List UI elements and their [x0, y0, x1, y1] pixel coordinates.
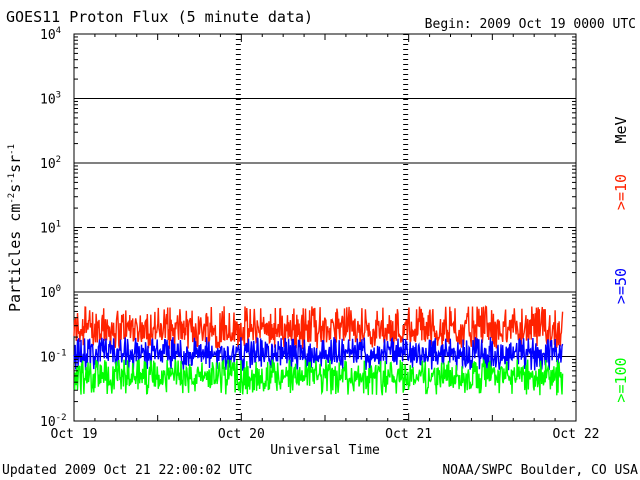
y-axis-exp-2: -1 — [7, 173, 17, 184]
series-lines — [73, 305, 564, 396]
y-tick-label: 10-2 — [40, 413, 67, 430]
series-label-ge100: >=100 — [612, 357, 630, 402]
x-tick-label: Oct 19 — [51, 427, 98, 442]
y-tick-label: 101 — [40, 220, 61, 237]
y-tick-label: 100 — [40, 284, 61, 301]
x-axis-title: Universal Time — [270, 443, 380, 458]
series-line-ge10 — [73, 305, 564, 350]
series-line-ge50 — [73, 336, 564, 372]
chart-title: GOES11 Proton Flux (5 minute data) — [6, 8, 313, 26]
y-tick-label: 10-1 — [40, 349, 67, 366]
y-axis-title: Particles cm-2s-1sr-1 — [6, 144, 24, 312]
x-axis-ticks: Oct 19 Oct 20 Oct 21 Oct 22 — [51, 34, 600, 442]
source-credit: NOAA/SWPC Boulder, CO USA — [442, 463, 638, 478]
begin-time: Begin: 2009 Oct 19 0000 UTC — [425, 17, 636, 32]
x-tick-label: Oct 22 — [553, 427, 600, 442]
series-label-ge10: >=10 — [612, 174, 630, 210]
y-tick-label: 102 — [40, 155, 61, 172]
series-label-ge50: >=50 — [612, 268, 630, 304]
series-line-ge100 — [73, 358, 564, 396]
y-axis-exp-3: -1 — [7, 144, 17, 155]
y-tick-label: 103 — [40, 91, 61, 108]
x-tick-label: Oct 21 — [385, 427, 432, 442]
y-axis-s: s — [6, 184, 24, 193]
y-axis-ticks: 104 103 102 101 100 10-1 10-2 — [40, 26, 576, 430]
y-axis-title-text: Particles cm — [6, 204, 24, 312]
x-tick-label: Oct 20 — [218, 427, 265, 442]
y-axis-exp-1: -2 — [7, 193, 17, 204]
unit-label: MeV — [612, 116, 630, 143]
updated-time: Updated 2009 Oct 21 22:00:02 UTC — [2, 463, 252, 478]
y-tick-label: 104 — [40, 26, 61, 43]
svg-text:Particles cm-2s-1sr-1: Particles cm-2s-1sr-1 — [6, 144, 24, 312]
y-axis-sr: sr — [6, 155, 24, 173]
